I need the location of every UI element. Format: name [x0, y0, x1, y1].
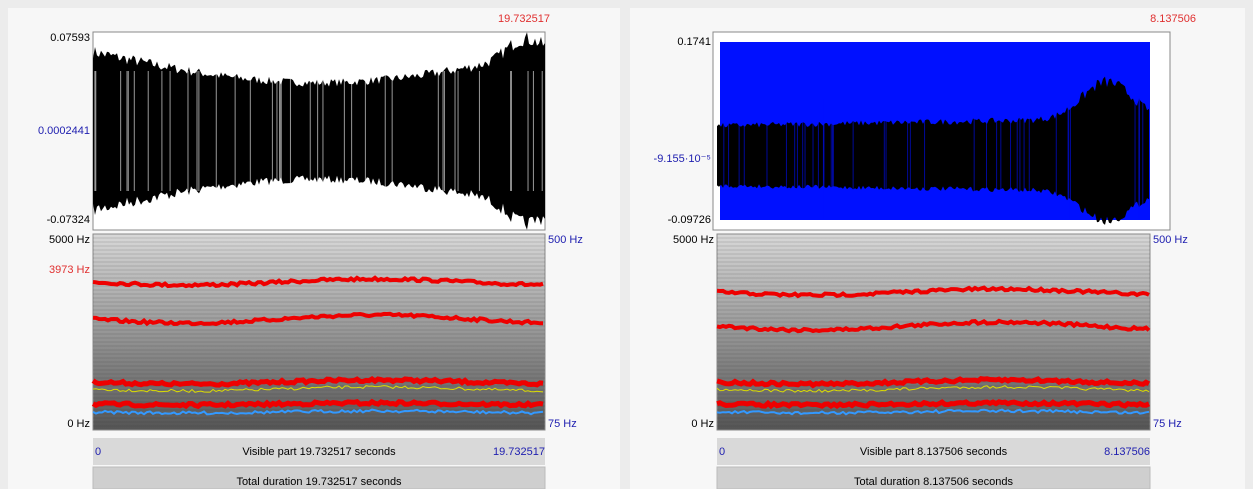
track: [716, 285, 1150, 299]
pitch-max: 500 Hz: [548, 234, 583, 246]
wave-max: 0.1741: [677, 36, 711, 48]
start-time: 0: [95, 446, 101, 458]
cursor-frequency: 3973 Hz: [49, 264, 90, 276]
track: [91, 398, 544, 410]
time-top: 19.732517: [498, 13, 550, 25]
track: [92, 275, 544, 289]
track: [716, 318, 1151, 334]
spec-max: 5000 Hz: [673, 234, 714, 246]
spec-min: 0 Hz: [691, 418, 714, 430]
track: [92, 311, 543, 327]
wave-mid: -9.155·10⁻⁵: [654, 153, 711, 165]
total-duration: Total duration 8.137506 seconds: [854, 476, 1014, 488]
spec-max: 5000 Hz: [49, 234, 90, 246]
track: [716, 385, 1150, 393]
wave-mid: 0.0002441: [38, 125, 90, 137]
start-time: 0: [719, 446, 725, 458]
visible-bar: [93, 438, 545, 465]
wave-min: -0.09726: [668, 214, 711, 226]
pitch-min: 75 Hz: [548, 418, 577, 430]
total-bar: [92, 466, 546, 489]
visible-part: Visible part 8.137506 seconds: [860, 446, 1008, 458]
visible-part: Visible part 19.732517 seconds: [242, 446, 396, 458]
track: [92, 408, 544, 416]
spec-min: 0 Hz: [67, 418, 90, 430]
track: [716, 408, 1150, 416]
waveform: [93, 32, 545, 230]
time-top: 8.137506: [1150, 13, 1196, 25]
pitch-max: 500 Hz: [1153, 234, 1188, 246]
wave-max: 0.07593: [50, 32, 90, 44]
total-duration: Total duration 19.732517 seconds: [236, 476, 402, 488]
track: [716, 399, 1151, 410]
end-time: 8.137506: [1104, 446, 1150, 458]
pitch-min: 75 Hz: [1153, 418, 1182, 430]
waveform: [717, 76, 1149, 225]
visible-bar: [717, 438, 1150, 465]
track: [91, 376, 544, 388]
track: [716, 375, 1151, 389]
total-bar: [716, 466, 1151, 489]
end-time: 19.732517: [493, 446, 545, 458]
track: [92, 385, 544, 393]
wave-min: -0.07324: [47, 214, 90, 226]
spectrogram: [92, 233, 546, 431]
